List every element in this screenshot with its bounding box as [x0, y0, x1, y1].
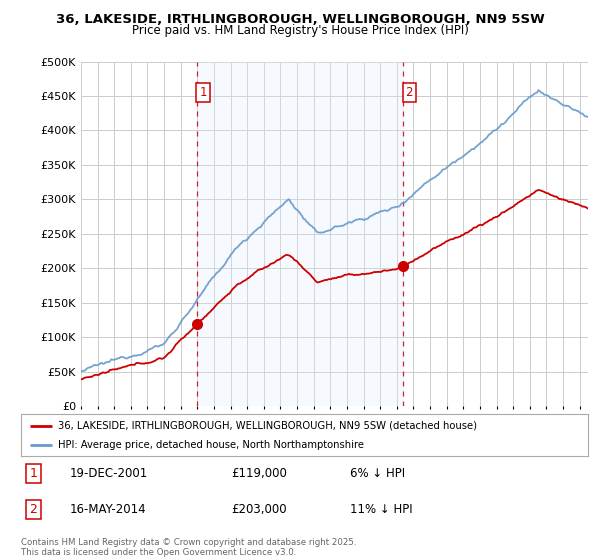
Text: HPI: Average price, detached house, North Northamptonshire: HPI: Average price, detached house, Nort… — [58, 440, 364, 450]
Text: 16-MAY-2014: 16-MAY-2014 — [69, 503, 146, 516]
Text: 2: 2 — [406, 86, 413, 99]
Text: Price paid vs. HM Land Registry's House Price Index (HPI): Price paid vs. HM Land Registry's House … — [131, 24, 469, 37]
Text: 1: 1 — [199, 86, 206, 99]
Text: 36, LAKESIDE, IRTHLINGBOROUGH, WELLINGBOROUGH, NN9 5SW (detached house): 36, LAKESIDE, IRTHLINGBOROUGH, WELLINGBO… — [58, 421, 477, 431]
Text: 11% ↓ HPI: 11% ↓ HPI — [350, 503, 412, 516]
Text: 1: 1 — [29, 466, 37, 480]
Bar — [197, 62, 403, 406]
Text: 19-DEC-2001: 19-DEC-2001 — [69, 466, 148, 480]
Text: 6% ↓ HPI: 6% ↓ HPI — [350, 466, 405, 480]
Text: 36, LAKESIDE, IRTHLINGBOROUGH, WELLINGBOROUGH, NN9 5SW: 36, LAKESIDE, IRTHLINGBOROUGH, WELLINGBO… — [56, 13, 544, 26]
Text: Contains HM Land Registry data © Crown copyright and database right 2025.
This d: Contains HM Land Registry data © Crown c… — [21, 538, 356, 557]
Text: £203,000: £203,000 — [231, 503, 286, 516]
Text: £119,000: £119,000 — [231, 466, 287, 480]
Text: 2: 2 — [29, 503, 37, 516]
